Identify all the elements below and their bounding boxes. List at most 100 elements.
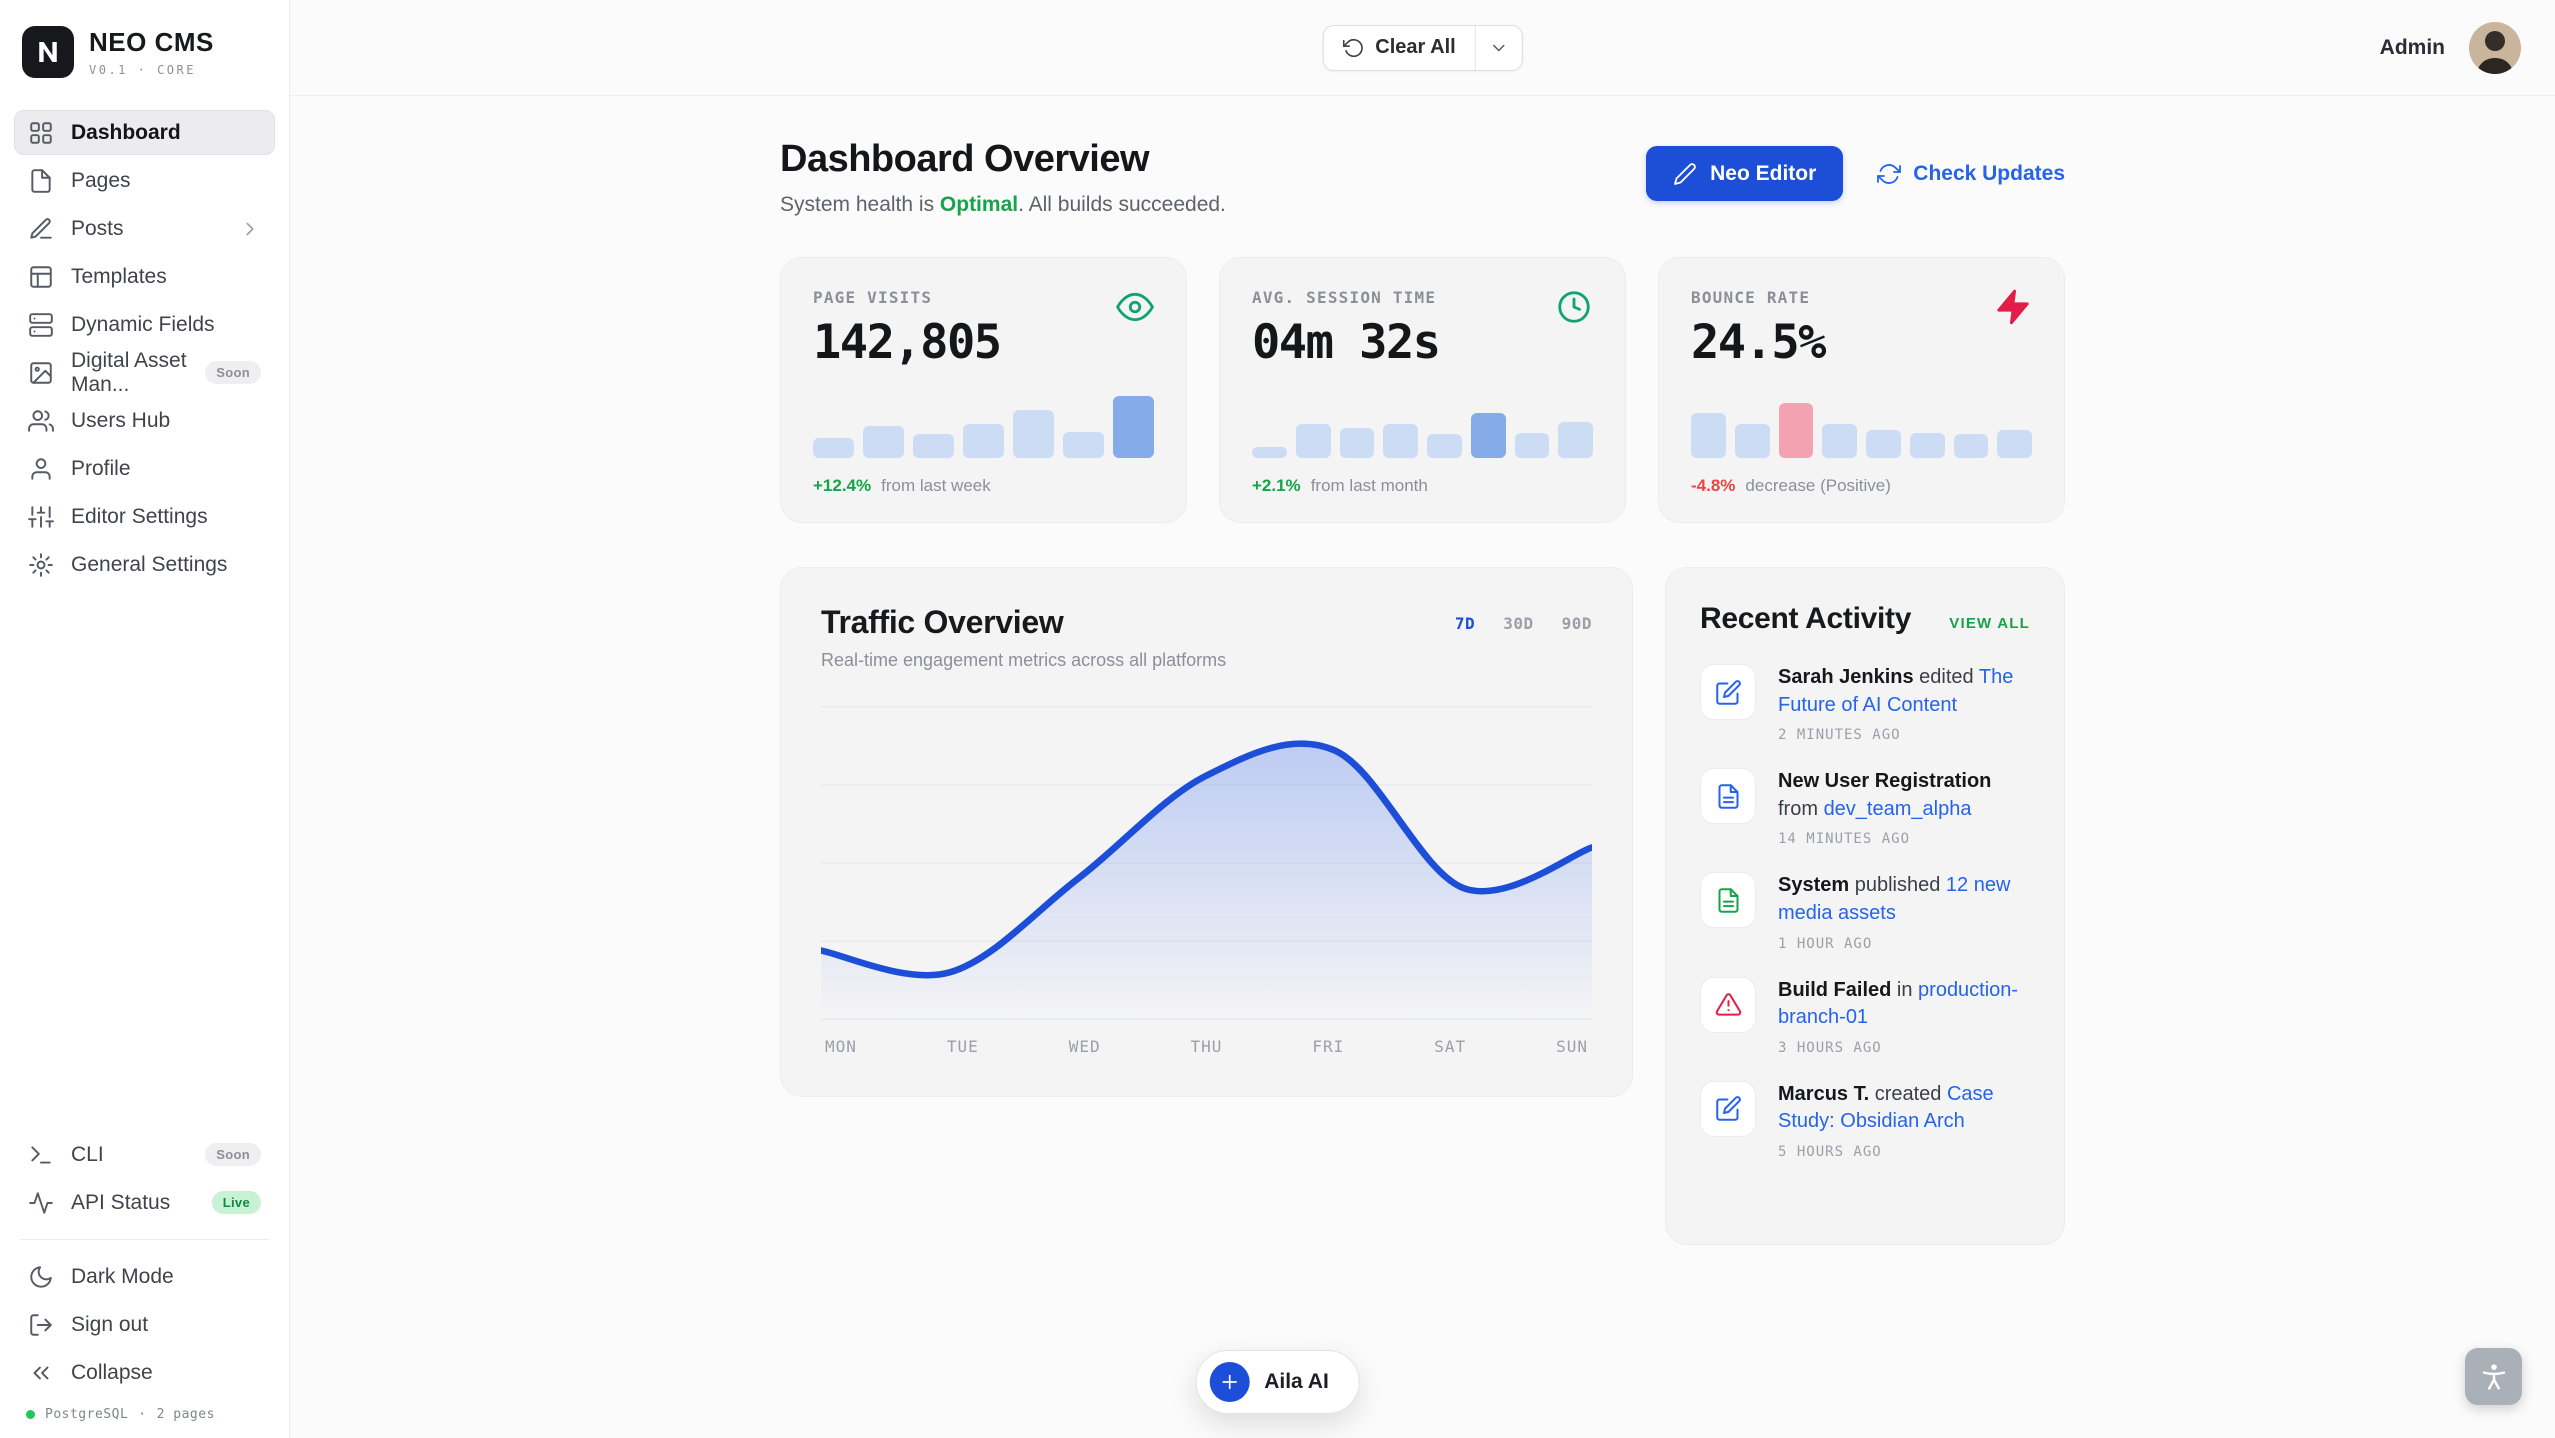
sparkline-bar: [1997, 430, 2032, 458]
file-text-icon: [1715, 783, 1742, 810]
main-area: Clear All Admin Dashboard Overview Syst: [290, 0, 2555, 1438]
activity-timestamp: 3 HOURS AGO: [1778, 1039, 1882, 1056]
activity-header: Recent Activity VIEW ALL: [1700, 602, 2030, 636]
activity-text: Sarah Jenkins edited The Future of AI Co…: [1778, 664, 2030, 719]
activity-link[interactable]: The Future of AI Content: [1778, 666, 2014, 716]
x-axis-labels: MON TUE WED THU FRI SAT SUN: [821, 1037, 1592, 1056]
stat-value: 24.5%: [1691, 315, 1826, 370]
activity-verb: edited: [1913, 666, 1979, 688]
x-axis-label: SAT: [1434, 1037, 1467, 1056]
sparkline-bar: [863, 425, 904, 458]
sidebar-item-api-status[interactable]: API Status Live: [14, 1180, 275, 1225]
sparkline-bar: [813, 438, 854, 458]
sliders-icon: [28, 504, 54, 530]
activity-item[interactable]: Sarah Jenkins edited The Future of AI Co…: [1700, 664, 2030, 743]
activity-body: Sarah Jenkins edited The Future of AI Co…: [1778, 664, 2030, 743]
activity-link[interactable]: production-branch-01: [1778, 978, 2019, 1029]
sparkline-bar: [1252, 446, 1287, 458]
stat-delta: +2.1%: [1252, 476, 1301, 495]
sidebar-item-cli[interactable]: CLI Soon: [14, 1132, 275, 1177]
sparkline-bar: [1427, 434, 1462, 458]
activity-item[interactable]: New User Registration from dev_team_alph…: [1700, 768, 2030, 847]
activity-link[interactable]: dev_team_alpha: [1823, 797, 1972, 820]
accessibility-icon: [2478, 1361, 2510, 1393]
activity-verb: created: [1869, 1082, 1947, 1105]
signout-icon: [28, 1312, 54, 1338]
sidebar-item-pages[interactable]: Pages: [14, 158, 275, 203]
sidebar-item-profile[interactable]: Profile: [14, 446, 275, 491]
grid-icon: [28, 120, 54, 146]
subtitle-suffix: . All builds succeeded.: [1018, 193, 1226, 216]
alert-icon: [1715, 991, 1742, 1018]
clear-all-dropdown-button[interactable]: [1474, 25, 1522, 70]
activity-icon-box: [1700, 872, 1756, 929]
users-icon: [28, 408, 54, 434]
sparkline-bar: [1013, 409, 1054, 458]
activity-link[interactable]: 12 new media assets: [1778, 874, 2011, 924]
range-tab-90d[interactable]: 90D: [1561, 614, 1592, 633]
sidebar-item-general-settings[interactable]: General Settings: [14, 542, 275, 587]
view-all-link[interactable]: VIEW ALL: [1949, 615, 2030, 632]
file-icon: [28, 168, 54, 194]
sidebar-item-label: Profile: [71, 456, 131, 480]
clear-all-button[interactable]: Clear All: [1323, 26, 1474, 70]
aila-ai-button[interactable]: Aila AI: [1195, 1350, 1360, 1414]
sparkline-bar: [1295, 423, 1331, 458]
edit-icon: [1715, 679, 1742, 706]
sidebar-item-label: Pages: [71, 168, 131, 192]
sidebar-item-label: API Status: [71, 1190, 171, 1214]
stat-value: 142,805: [813, 315, 1002, 370]
sidebar-item-dashboard[interactable]: Dashboard: [14, 110, 275, 155]
neo-editor-button[interactable]: Neo Editor: [1646, 146, 1844, 201]
sidebar-item-editor-settings[interactable]: Editor Settings: [14, 494, 275, 539]
sidebar-item-templates[interactable]: Templates: [14, 254, 275, 299]
db-name: PostgreSQL: [45, 1407, 129, 1422]
sidebar-item-users-hub[interactable]: Users Hub: [14, 398, 275, 443]
stat-note: from last week: [881, 476, 991, 495]
sidebar-item-right: Soon: [205, 361, 261, 384]
activity-link[interactable]: Case Study: Obsidian Arch: [1778, 1082, 1994, 1133]
activity-actor: Sarah Jenkins: [1778, 666, 1914, 688]
sparkline-bar: [1470, 413, 1506, 458]
subtitle-prefix: System health is: [780, 193, 940, 216]
stat-change-row: -4.8% decrease (Positive): [1691, 476, 2032, 496]
activity-item[interactable]: Marcus T. created Case Study: Obsidian A…: [1700, 1080, 2030, 1160]
x-axis-label: MON: [825, 1037, 857, 1056]
x-axis-label: FRI: [1312, 1037, 1345, 1056]
traffic-chart: [821, 706, 1592, 1020]
chevron-down-icon: [1489, 38, 1509, 58]
range-tab-7d[interactable]: 7D: [1454, 614, 1476, 633]
clear-all-label: Clear All: [1375, 36, 1456, 58]
sidebar-item-sign-out[interactable]: Sign out: [14, 1302, 275, 1347]
file-text-icon: [1715, 887, 1742, 914]
range-tab-30d[interactable]: 30D: [1503, 614, 1534, 633]
activity-item[interactable]: System published 12 new media assets 1 HO…: [1700, 872, 2030, 952]
activity-text: Build Failed in production-branch-01: [1778, 977, 2030, 1032]
activity-actor: New User Registration: [1778, 770, 1992, 793]
sparkline: [813, 396, 1154, 458]
sidebar-item-digital-asset-man[interactable]: Digital Asset Man... Soon: [14, 349, 275, 396]
avatar[interactable]: [2469, 21, 2521, 74]
sidebar-item-dark-mode[interactable]: Dark Mode: [14, 1254, 275, 1299]
activity-timestamp: 14 MINUTES AGO: [1778, 831, 1911, 848]
activity-item[interactable]: Build Failed in production-branch-01 3 HO…: [1700, 976, 2030, 1056]
stat-value: 04m 32s: [1252, 315, 1441, 370]
status-separator: ·: [138, 1407, 147, 1422]
sidebar-item-label: Dashboard: [71, 120, 181, 144]
sidebar-item-collapse[interactable]: Collapse: [14, 1350, 275, 1395]
accessibility-button[interactable]: [2465, 1348, 2522, 1405]
sparkline-bar: [1953, 434, 1989, 458]
neo-editor-label: Neo Editor: [1710, 161, 1817, 185]
badge-soon: Soon: [205, 1143, 261, 1166]
stat-change-row: +2.1% from last month: [1252, 476, 1593, 496]
sidebar-item-posts[interactable]: Posts: [14, 206, 275, 251]
check-updates-button[interactable]: Check Updates: [1877, 162, 2065, 186]
sparkline-bar: [1866, 430, 1901, 458]
user-icon: [28, 456, 54, 482]
stat-card-top: PAGE VISITS 142,805: [813, 288, 1154, 370]
sidebar-item-dynamic-fields[interactable]: Dynamic Fields: [14, 302, 275, 347]
server-icon: [28, 312, 54, 338]
stat-label: AVG. SESSION TIME: [1252, 288, 1437, 307]
sparkline-bar: [1691, 413, 1726, 458]
